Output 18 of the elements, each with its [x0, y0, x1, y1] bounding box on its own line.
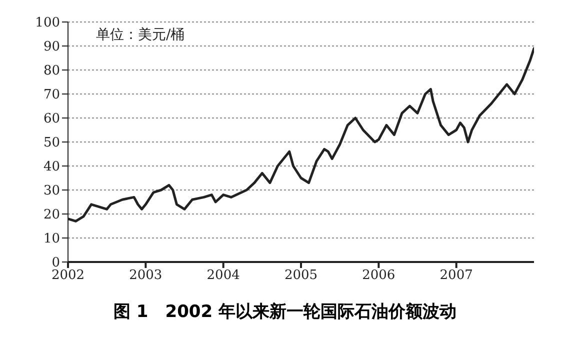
x-tick-label: 2007 — [440, 268, 473, 284]
y-tick-label: 80 — [43, 64, 60, 79]
x-tick-label: 2004 — [206, 268, 240, 284]
y-tick-label: 20 — [43, 208, 60, 223]
y-tick-label: 10 — [43, 232, 60, 247]
annotation: 单位：美元/桶 — [96, 26, 185, 44]
y-tick-label: 70 — [43, 88, 60, 103]
y-tick-label: 60 — [43, 112, 60, 127]
x-tick-label: 2003 — [129, 268, 162, 284]
y-tick-label: 90 — [43, 40, 60, 55]
x-tick-label: 2002 — [51, 268, 85, 284]
y-tick-label: 30 — [43, 184, 60, 199]
x-tick-label: 2006 — [362, 268, 396, 284]
y-tick-label: 50 — [43, 136, 60, 151]
x-tick-label: 2005 — [284, 268, 318, 284]
y-tick-label: 100 — [35, 16, 60, 31]
text: 图 1 2002 年以来新一轮国际石油价额波动 — [112, 301, 458, 323]
y-tick-label: 40 — [43, 160, 60, 175]
